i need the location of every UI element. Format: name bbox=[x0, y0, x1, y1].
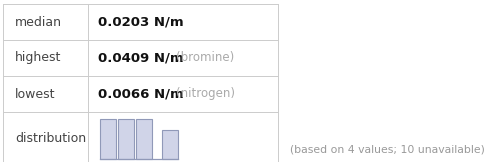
Text: highest: highest bbox=[15, 52, 61, 64]
Text: 0.0203 N/m: 0.0203 N/m bbox=[98, 16, 183, 29]
Text: 0.0066 N/m: 0.0066 N/m bbox=[98, 87, 183, 100]
Text: (nitrogen): (nitrogen) bbox=[176, 87, 235, 100]
Text: lowest: lowest bbox=[15, 87, 55, 100]
Bar bbox=[118, 119, 134, 159]
Bar bbox=[162, 130, 178, 159]
Text: 0.0409 N/m: 0.0409 N/m bbox=[98, 52, 183, 64]
Text: distribution: distribution bbox=[15, 132, 86, 145]
Text: median: median bbox=[15, 16, 62, 29]
Text: (bromine): (bromine) bbox=[176, 52, 234, 64]
Text: (based on 4 values; 10 unavailable): (based on 4 values; 10 unavailable) bbox=[289, 145, 484, 155]
Bar bbox=[100, 119, 116, 159]
Bar bbox=[136, 119, 151, 159]
